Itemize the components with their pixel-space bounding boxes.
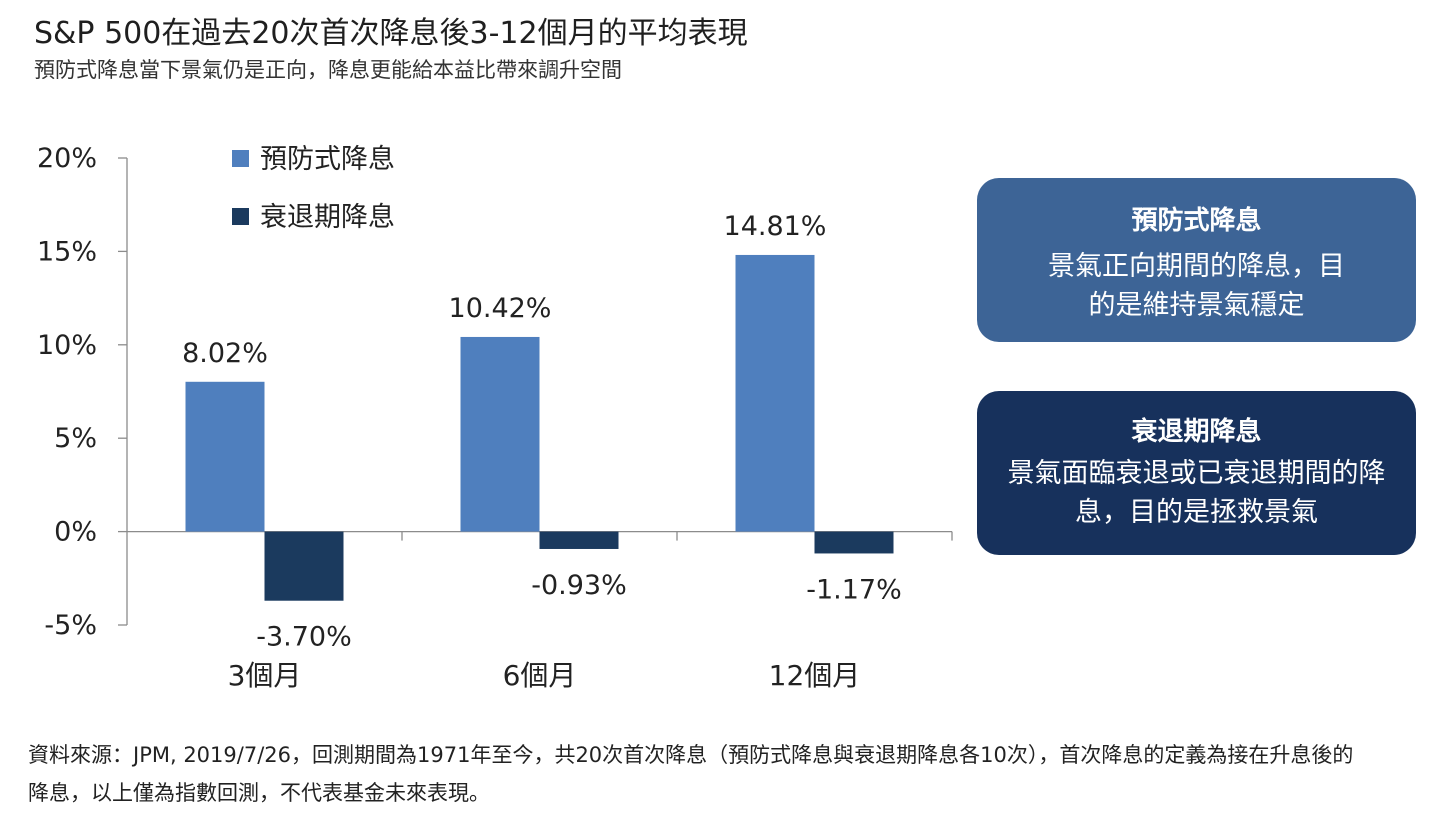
data-label: 10.42% — [449, 293, 552, 324]
data-label: -3.70% — [256, 622, 352, 653]
bar-recession — [539, 531, 619, 549]
bar-chart: 20% 15% 10% 5% 0% -5% 8.02% -3.70% 3個月 10.42% -0.9… — [37, 143, 953, 692]
bar-preventive — [460, 336, 540, 532]
data-label: 8.02% — [182, 338, 268, 369]
legend-swatch-preventive — [232, 150, 249, 167]
x-category-label: 3個月 — [228, 659, 302, 692]
y-tick-label: 10% — [37, 330, 97, 361]
y-tick-label: 15% — [37, 236, 97, 267]
x-category-label: 6個月 — [503, 659, 577, 692]
data-label: -0.93% — [531, 570, 627, 601]
legend-label-recession: 衰退期降息 — [260, 202, 395, 233]
y-tick-label: 0% — [54, 517, 97, 548]
bar-preventive — [735, 254, 815, 532]
y-tick-label: 20% — [37, 143, 97, 174]
chart-title: S&P 500在過去20次首次降息後3-12個月的平均表現 — [34, 16, 748, 51]
info-box-recession-title: 衰退期降息 — [1131, 417, 1262, 447]
bar-recession — [814, 531, 894, 554]
footnote: 資料來源：JPM, 2019/7/26，回測期間為1971年至今，共20次首次降… — [28, 743, 1354, 805]
info-box-preventive-body: 景氣正向期間的降息，目的是維持景氣穩定 — [1048, 251, 1345, 321]
info-box-preventive-title: 預防式降息 — [1131, 206, 1262, 236]
legend-swatch-recession — [232, 208, 249, 225]
bar-preventive — [185, 381, 265, 532]
data-label: -1.17% — [806, 574, 902, 605]
legend-label-preventive: 預防式降息 — [260, 144, 395, 175]
y-tick-label: -5% — [44, 610, 97, 641]
x-category-label: 12個月 — [769, 659, 861, 692]
bar-recession — [264, 531, 344, 601]
info-box-preventive: 預防式降息 景氣正向期間的降息，目的是維持景氣穩定 — [977, 178, 1416, 342]
y-tick-label: 5% — [54, 423, 97, 454]
info-box-recession: 衰退期降息 景氣面臨衰退或已衰退期間的降息，目的是拯救景氣 — [977, 391, 1416, 555]
info-box-recession-body: 景氣面臨衰退或已衰退期間的降息，目的是拯救景氣 — [1007, 458, 1386, 528]
data-label: 14.81% — [724, 211, 827, 242]
chart-subtitle: 預防式降息當下景氣仍是正向，降息更能給本益比帶來調升空間 — [34, 58, 622, 82]
